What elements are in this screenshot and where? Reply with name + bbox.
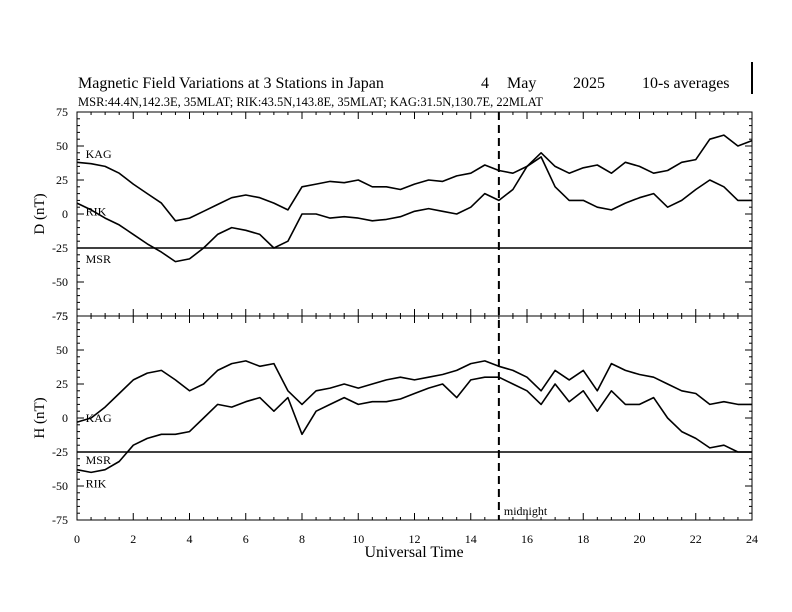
x-tick-label: 20	[634, 532, 646, 546]
x-tick-label: 0	[74, 532, 80, 546]
y-tick-label: -75	[52, 513, 68, 527]
x-tick-label: 4	[187, 532, 193, 546]
series-line-h-rik	[76, 376, 752, 474]
x-tick-label: 6	[243, 532, 249, 546]
y-tick-label: -25	[52, 241, 68, 255]
chart-month: May	[507, 75, 536, 92]
x-tick-label: 22	[690, 532, 702, 546]
panel-d-frame	[76, 111, 753, 317]
chart-year: 2025	[573, 75, 605, 92]
y-tick-label: 50	[56, 343, 68, 357]
chart-averaging: 10-s averages	[642, 75, 730, 92]
panel-d-ylabel: D (nT)	[32, 193, 48, 234]
x-tick-label: 2	[130, 532, 136, 546]
panel-h-frame	[76, 315, 753, 521]
series-label-d-kag: KAG	[86, 147, 112, 161]
series-line-h-kag	[76, 360, 752, 423]
series-label-d-msr: MSR	[86, 252, 111, 266]
panel-h-ylabel: H (nT)	[32, 397, 48, 438]
y-tick-label: 0	[62, 411, 68, 425]
x-tick-label: 8	[299, 532, 305, 546]
series-line-d-rik	[76, 156, 752, 263]
y-tick-label: 0	[62, 207, 68, 221]
y-tick-label: -25	[52, 445, 68, 459]
x-tick-label: 24	[746, 532, 758, 546]
series-label-h-rik: RIK	[86, 476, 107, 490]
data-series: KAG RIK MSR KAG RIK MSR	[76, 134, 753, 490]
x-tick-label: 10	[352, 532, 364, 546]
x-axis-label: Universal Time	[364, 544, 463, 561]
series-label-h-kag: KAG	[86, 411, 112, 425]
y-tick-label: 75	[56, 105, 68, 119]
y-tick-label: -75	[52, 309, 68, 323]
y-tick-label: 25	[56, 173, 68, 187]
series-label-d-rik: RIK	[86, 204, 107, 218]
x-tick-label: 18	[577, 532, 589, 546]
y-tick-label: -50	[52, 275, 68, 289]
x-tick-label: 12	[409, 532, 421, 546]
x-tick-label: 14	[465, 532, 477, 546]
midnight-label: midnight	[504, 504, 548, 518]
y-tick-label: -50	[52, 479, 68, 493]
chart-title: Magnetic Field Variations at 3 Stations …	[78, 75, 384, 92]
y-tick-label: 25	[56, 377, 68, 391]
series-label-h-msr: MSR	[86, 453, 111, 467]
y-tick-label: 50	[56, 139, 68, 153]
chart-subtitle: MSR:44.4N,142.3E, 35MLAT; RIK:43.5N,143.…	[78, 95, 543, 109]
axis-ticks: 0 2 4 6 8 10 12 14 16 18 20 22 247550250-25-50-75755…	[52, 105, 758, 546]
y-tick-label: 75	[56, 309, 68, 323]
series-line-d-kag	[76, 134, 753, 222]
x-tick-label: 16	[521, 532, 533, 546]
chart-day: 4	[481, 75, 489, 92]
